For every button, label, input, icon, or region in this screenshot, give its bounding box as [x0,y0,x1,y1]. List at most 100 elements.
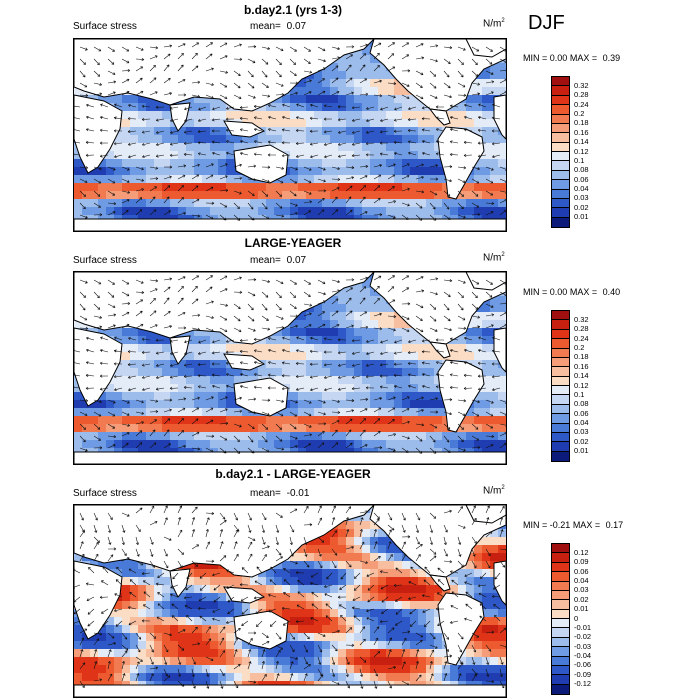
field-cell [162,143,170,151]
field-cell [410,609,418,617]
field-cell [402,191,410,199]
continent-outline [223,353,266,371]
field-cell [162,569,170,577]
field-cell [274,103,282,111]
field-cell [466,207,474,215]
field-cell [298,673,306,681]
wind-vector [107,178,116,184]
field-cell [74,199,82,207]
field-cell [282,408,290,416]
wind-vector [239,338,249,342]
field-cell [202,111,210,119]
field-cell [402,320,410,328]
field-cell [210,392,218,400]
field-cell [210,344,218,352]
wind-vector [359,325,369,329]
wind-vector [435,385,445,389]
wind-vector [253,361,263,365]
field-cell [490,641,498,649]
field-cell [402,119,410,127]
field-cell [386,360,394,368]
field-cell [386,71,394,79]
field-cell [146,167,154,175]
field-cell [426,119,434,127]
field-cell [218,376,226,384]
wind-vector [359,43,368,48]
field-cell [138,368,146,376]
field-cell [402,384,410,392]
field-cell [210,368,218,376]
field-cell [266,432,274,440]
field-cell [314,561,322,569]
field-cell [378,673,386,681]
field-cell [378,63,386,71]
field-cell [122,199,130,207]
field-cell [330,328,338,336]
field-cell [490,673,498,681]
field-cell [218,111,226,119]
wind-vector [359,276,368,281]
field-cell [402,400,410,408]
wind-vector [177,185,184,192]
field-cell [162,384,170,392]
wind-vector [93,291,100,299]
wind-vector [457,447,466,452]
field-cell [234,207,242,215]
field-cell [474,95,482,103]
wind-vector [491,362,501,366]
field-cell [274,352,282,360]
field-cell [330,352,338,360]
wind-vector [373,174,382,180]
field-cell [290,352,298,360]
field-cell [474,328,482,336]
field-cell [498,183,506,191]
field-cell [210,400,218,408]
field-cell [210,609,218,617]
wind-vector [79,190,86,197]
field-cell [266,135,274,143]
wind-vector [93,423,101,430]
wind-vector [415,315,423,321]
field-cell [186,569,194,577]
field-cell [338,416,346,424]
field-cell [226,344,234,352]
field-cell [114,207,122,215]
wind-vector [275,512,283,518]
field-cell [466,87,474,95]
wind-vector [107,444,116,449]
wind-vector [317,300,326,305]
field-cell [322,649,330,657]
field-cell [306,143,314,151]
field-cell [298,416,306,424]
field-cell [290,336,298,344]
field-cell [362,47,370,55]
field-cell [426,577,434,585]
wind-vector [422,151,431,156]
field-cell [322,400,330,408]
wind-vector [449,373,459,377]
wind-vector [74,104,81,108]
wind-vector [113,129,123,133]
field-cell [474,344,482,352]
field-cell [474,408,482,416]
field-cell [490,296,498,304]
wind-vector [93,190,101,197]
field-cell [154,625,162,633]
field-cell [418,392,426,400]
field-cell [434,392,442,400]
wind-vector [99,361,109,365]
panel-3-mean-value: -0.01 [286,488,310,499]
field-cell [282,601,290,609]
colorbar-swatch [552,152,569,162]
wind-vector [471,435,480,441]
wind-vector [457,315,466,321]
panel-2-title: LARGE-YEAGER [244,236,342,250]
field-cell [114,641,122,649]
field-cell [226,609,234,617]
field-cell [386,416,394,424]
continent-outline [437,592,485,666]
wind-vector [107,536,112,545]
field-cell [306,151,314,159]
field-cell [274,191,282,199]
field-cell [170,416,178,424]
